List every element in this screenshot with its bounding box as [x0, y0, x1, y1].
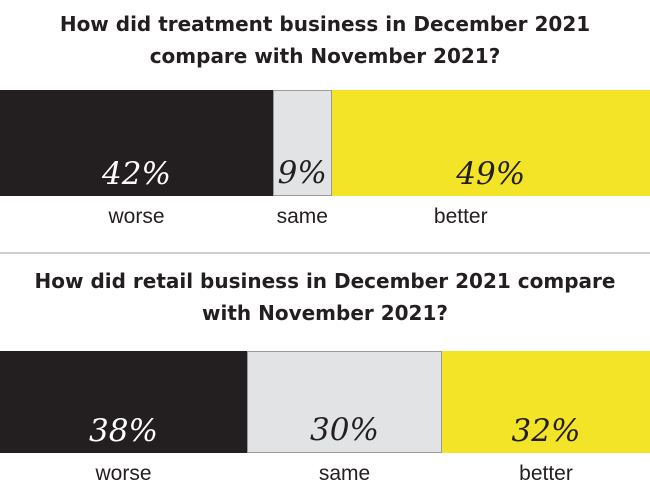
value-label-better: 32% — [511, 413, 581, 449]
bar-segment-same: 9% — [273, 90, 332, 196]
stacked-bar: 42% 9% 49% — [0, 90, 650, 196]
value-label-same: 9% — [277, 155, 327, 191]
value-label-worse: 38% — [89, 413, 158, 449]
bar-segment-better: 32% — [442, 351, 650, 453]
bar-segment-worse: 42% — [0, 90, 273, 196]
chart-title: How did treatment business in December 2… — [59, 12, 591, 68]
category-label-worse: worse — [95, 462, 152, 485]
value-label-same: 30% — [310, 412, 379, 448]
value-label-better: 49% — [456, 156, 526, 192]
category-label-same: same — [318, 462, 371, 485]
divider — [0, 252, 650, 254]
chart-title: How did retail business in December 2021… — [34, 269, 616, 325]
stacked-bar: 38% 30% 32% — [0, 351, 650, 453]
category-labels: worse same better — [0, 205, 650, 235]
category-label-worse: worse — [108, 205, 165, 228]
category-label-better: better — [433, 205, 488, 228]
category-label-same: same — [276, 205, 328, 228]
bar-segment-same: 30% — [247, 351, 442, 453]
category-labels: worse same better — [0, 462, 650, 492]
bar-segment-better: 49% — [331, 90, 650, 196]
category-label-better: better — [519, 462, 573, 485]
bar-segment-worse: 38% — [0, 351, 247, 453]
value-label-worse: 42% — [102, 156, 171, 192]
